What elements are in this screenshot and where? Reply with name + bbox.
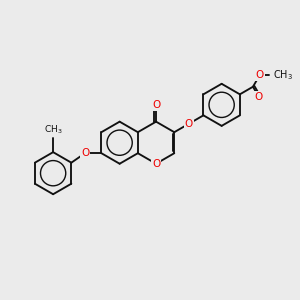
Text: O: O: [256, 70, 264, 80]
Text: O: O: [152, 100, 160, 110]
Text: CH$_3$: CH$_3$: [44, 124, 62, 136]
Text: O: O: [81, 148, 89, 158]
Text: CH$_3$: CH$_3$: [274, 68, 293, 82]
Text: O: O: [255, 92, 263, 102]
Text: O: O: [152, 159, 160, 169]
Text: O: O: [185, 119, 193, 129]
